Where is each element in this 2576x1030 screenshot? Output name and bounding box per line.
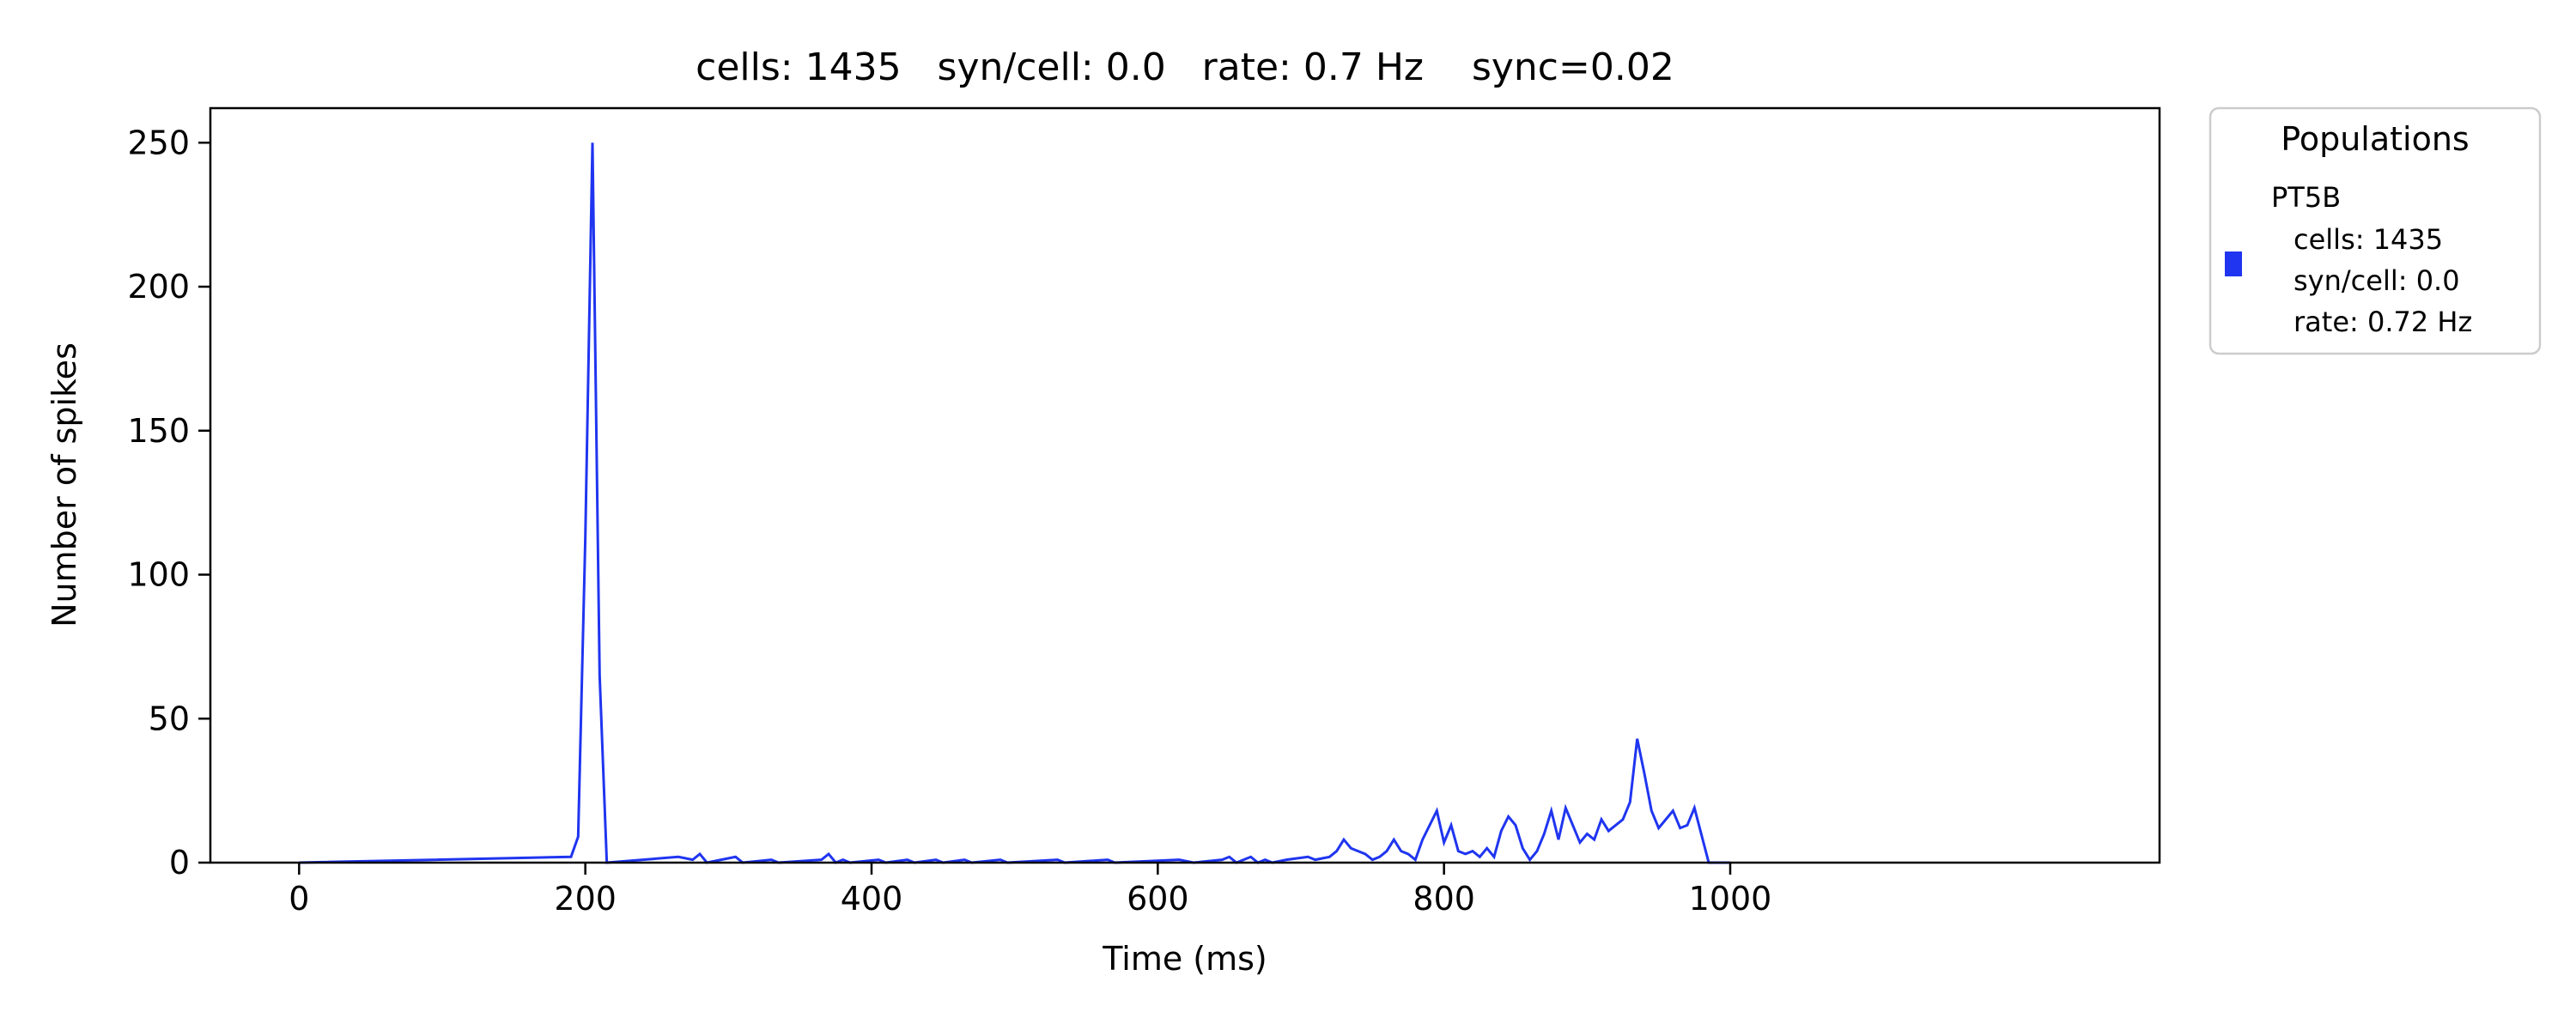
plot-frame	[209, 106, 2161, 864]
x-tick-label: 200	[554, 880, 617, 918]
y-tick-label: 200	[127, 268, 190, 306]
legend-entry-cells: cells: 1435	[2293, 223, 2443, 256]
x-tick-label: 0	[289, 880, 309, 918]
histogram-series	[299, 142, 1730, 864]
legend-title: Populations	[2281, 120, 2469, 158]
legend-swatch-pt5b	[2225, 251, 2242, 276]
y-axis-label: Number of spikes	[46, 342, 83, 627]
x-tick-label: 800	[1413, 880, 1475, 918]
x-tick-label: 600	[1127, 880, 1189, 918]
legend-entry-syn: syn/cell: 0.0	[2293, 264, 2460, 297]
x-tick-label: 1000	[1689, 880, 1772, 918]
legend: Populations PT5B cells: 1435 syn/cell: 0…	[2208, 106, 2542, 355]
y-tick-label: 150	[127, 412, 190, 450]
chart-title: cells: 1435 syn/cell: 0.0 rate: 0.7 Hz s…	[696, 45, 1674, 89]
y-tick-label: 50	[149, 700, 190, 737]
y-tick-label: 250	[127, 124, 190, 161]
x-tick-label: 400	[841, 880, 903, 918]
y-tick-label: 100	[127, 556, 190, 594]
legend-box	[2208, 106, 2542, 355]
x-axis-ticks: 0 200 400 600 800 1000	[289, 863, 1771, 918]
legend-entry-rate: rate: 0.72 Hz	[2293, 306, 2472, 338]
y-tick-label: 0	[169, 844, 190, 882]
plot-area	[209, 106, 2161, 864]
x-axis-label: Time (ms)	[1102, 940, 1267, 978]
legend-entry-name: PT5B	[2271, 181, 2341, 214]
y-axis-ticks: 0 50 100 150 200 250	[127, 124, 210, 882]
